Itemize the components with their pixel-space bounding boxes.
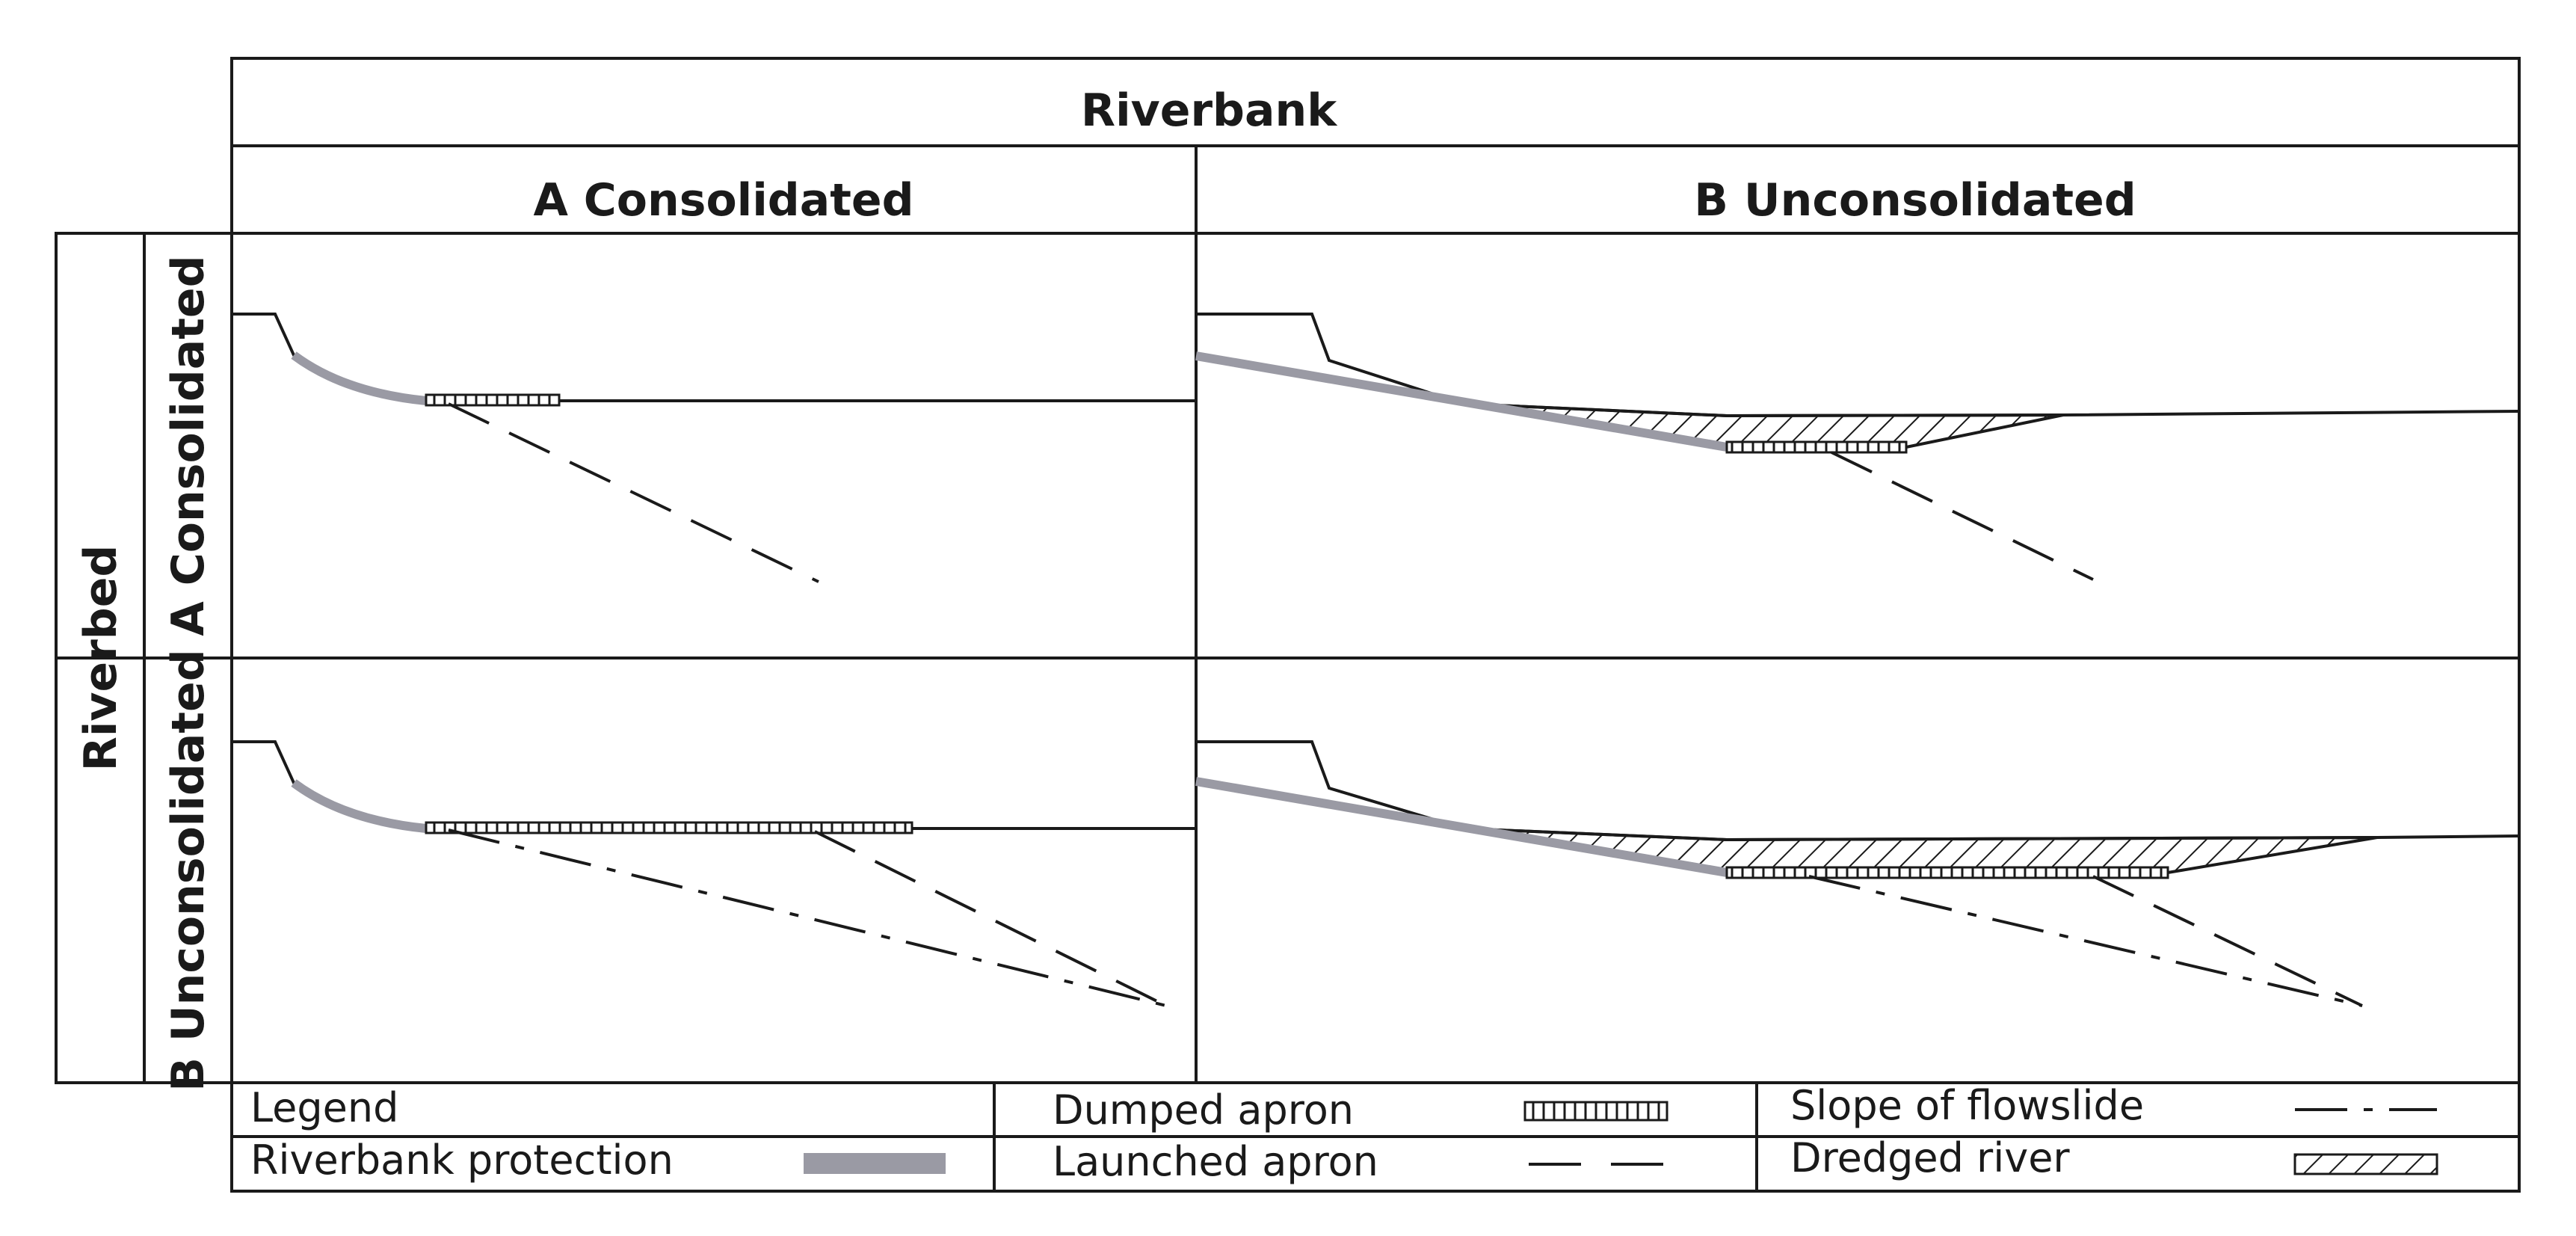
column-a-header: A Consolidated (533, 174, 913, 227)
riverbank-protection (291, 351, 427, 405)
dumped-apron (425, 821, 913, 834)
panel-bank-a-bed-a (232, 313, 1196, 583)
riverbank-protection (1195, 777, 1728, 877)
legend-dumped-apron-swatch (1523, 1101, 1668, 1122)
row-a-header: A Consolidated (162, 255, 215, 636)
panel-bank-b-bed-b (1195, 740, 2520, 1007)
launched-apron-line (2092, 875, 2363, 1007)
grid-frame (55, 57, 2521, 1084)
legend-slope-of-flowslide-label: Slope of flowslide (1790, 1082, 2144, 1129)
legend-riverbank-protection-label: Riverbank protection (250, 1137, 674, 1184)
bed-profile (1463, 827, 2520, 842)
bank-profile (232, 313, 1196, 402)
dumped-apron (425, 393, 561, 407)
dumped-apron (1725, 866, 2169, 879)
legend-dredged-river-label: Dredged river (1790, 1134, 2070, 1181)
launched-apron-line (814, 830, 1167, 1007)
panel-bank-a-bed-b (232, 740, 1196, 1007)
original-bank-profile (1196, 740, 1464, 830)
dredged-river (1463, 402, 2064, 449)
slope-of-flowslide-line (1808, 875, 2363, 1007)
legend-dumped-apron-label: Dumped apron (1053, 1086, 1354, 1134)
launched-apron-line (448, 402, 819, 583)
row-b-header: B Unconsolidated (162, 649, 215, 1091)
riverbank-protection (291, 779, 427, 833)
column-b-header: B Unconsolidated (1694, 174, 2136, 227)
original-bank-profile (1196, 313, 1464, 405)
legend-title: Legend (250, 1084, 398, 1131)
slope-of-flowslide-line (448, 828, 1167, 1007)
dumped-apron (1725, 440, 1908, 454)
panel-bank-b-bed-a (1195, 313, 2520, 581)
legend-dredged-river-swatch (2293, 1153, 2438, 1175)
column-group-header: Riverbank (1081, 84, 1338, 137)
legend: Legend Riverbank protection Dumped apron… (230, 1081, 2521, 1193)
bed-profile (1463, 402, 2520, 418)
bank-profile (232, 740, 1196, 830)
riverbank-protection (1195, 351, 1728, 452)
row-group-header: Riverbed (75, 545, 127, 772)
launched-apron-line (1831, 451, 2094, 581)
legend-launched-apron-label: Launched apron (1053, 1138, 1378, 1185)
